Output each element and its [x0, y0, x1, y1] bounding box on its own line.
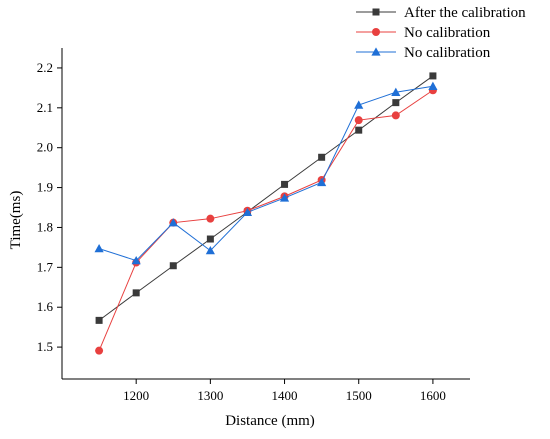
data-point: [95, 346, 104, 355]
data-point: [354, 100, 364, 109]
data-point: [242, 207, 253, 216]
data-point: [132, 289, 140, 297]
y-tick-label: 2.0: [37, 140, 53, 155]
y-tick-label: 1.7: [37, 259, 54, 274]
data-point: [355, 126, 363, 134]
y-tick-label: 1.9: [37, 180, 53, 195]
data-point: [318, 153, 326, 161]
data-point: [317, 177, 327, 187]
y-axis-label: Time(ms): [8, 191, 24, 250]
data-point: [94, 243, 104, 253]
y-tick-label: 1.5: [37, 339, 53, 354]
series-line: [98, 85, 433, 262]
data-point: [168, 218, 178, 227]
data-point: [281, 180, 289, 188]
legend-label: No calibration: [404, 45, 491, 61]
plot-axes: [61, 48, 470, 380]
y-tick-label: 2.2: [37, 60, 53, 75]
legend-marker: [372, 28, 380, 36]
x-tick-label: 1500: [346, 388, 372, 403]
y-tick-label: 2.1: [37, 100, 53, 115]
legend: After the calibration No calibration No ca…: [356, 5, 526, 61]
series-line: [98, 89, 434, 351]
legend-label: No calibration: [404, 25, 491, 41]
legend-item: No calibration: [356, 25, 491, 41]
series-layer: [94, 72, 438, 355]
data-point: [354, 116, 363, 125]
legend-item: After the calibration: [356, 5, 526, 21]
data-point: [95, 316, 103, 324]
x-axis-ticks: 1200 1300 1400 1500 1600: [123, 379, 446, 403]
data-point: [131, 255, 141, 265]
data-point: [392, 99, 400, 107]
data-point: [429, 72, 437, 80]
series-2: [95, 86, 437, 355]
data-point: [279, 193, 290, 202]
series-line: [98, 75, 434, 321]
legend-label: After the calibration: [404, 5, 526, 21]
data-point: [206, 235, 214, 243]
x-tick-label: 1300: [197, 388, 223, 403]
x-tick-label: 1600: [420, 388, 446, 403]
x-tick-label: 1400: [272, 388, 298, 403]
legend-item: No calibration: [356, 45, 491, 61]
data-point: [169, 262, 177, 270]
x-axis-label: Distance (mm): [225, 413, 315, 429]
y-tick-label: 1.6: [37, 299, 54, 314]
data-point: [391, 111, 400, 120]
data-point: [428, 81, 438, 90]
data-point: [206, 214, 215, 223]
legend-marker: [371, 47, 381, 56]
legend-marker: [372, 8, 380, 16]
series-1: [95, 72, 437, 324]
x-tick-label: 1200: [123, 388, 149, 403]
data-point: [205, 245, 215, 255]
data-point: [391, 87, 401, 96]
y-axis-ticks: 1.5 1.6 1.7 1.8 1.9 2.0 2.1 2.2: [37, 60, 62, 354]
y-tick-label: 1.8: [37, 219, 53, 234]
series-3: [94, 81, 438, 265]
